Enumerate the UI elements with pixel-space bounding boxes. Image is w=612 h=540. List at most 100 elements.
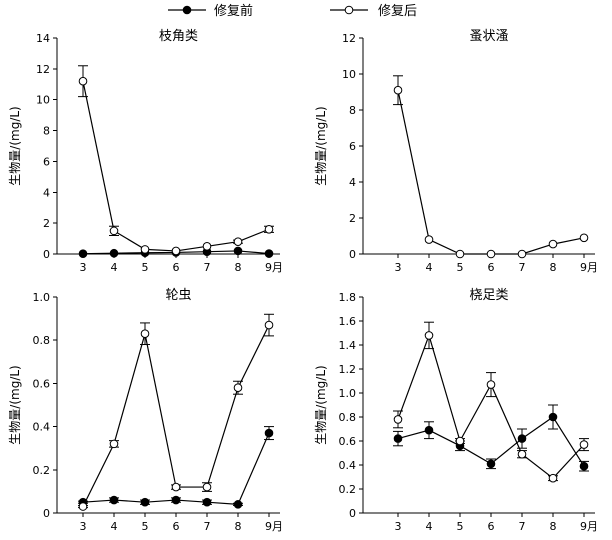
y-tick-label: 1.0 xyxy=(339,387,357,400)
data-point xyxy=(517,249,527,259)
data-point xyxy=(171,246,181,256)
y-tick-label: 0.8 xyxy=(339,411,357,424)
y-axis-label: 生物量/(mg/L) xyxy=(314,365,328,444)
data-point xyxy=(78,76,88,86)
data-point xyxy=(264,320,274,330)
data-point xyxy=(233,383,243,393)
legend-item-after: 修复后 xyxy=(330,4,417,19)
y-tick-label: 10 xyxy=(36,94,50,107)
data-point xyxy=(424,235,434,244)
y-tick-label: 10 xyxy=(342,68,356,81)
data-point xyxy=(455,436,465,446)
y-tick-label: 12 xyxy=(36,63,50,76)
y-axis-label: 生物量/(mg/L) xyxy=(314,106,328,185)
data-point xyxy=(109,248,119,258)
y-tick-label: 8 xyxy=(349,104,356,117)
x-tick-label: 8 xyxy=(235,520,242,533)
y-tick-label: 0.6 xyxy=(33,377,51,390)
x-tick-label: 8 xyxy=(550,520,557,533)
series-after xyxy=(78,313,274,511)
panel-title: 蚤状溞 xyxy=(469,29,508,44)
x-tick-label: 4 xyxy=(111,261,118,274)
y-tick-label: 12 xyxy=(342,32,356,45)
series-line xyxy=(397,90,585,255)
y-tick-label: 1.8 xyxy=(339,291,357,304)
data-point xyxy=(109,495,119,505)
x-tick-label: 7 xyxy=(519,261,526,274)
x-tick-label: 3 xyxy=(80,520,87,533)
x-tick-label: 8 xyxy=(235,261,242,274)
series-before xyxy=(393,404,589,472)
chart-panel-4: 0 0.2 0.4 0.6 0.8 1.0 1.2 1.4 1.6 1.8 3 4 5 6 7 8 9月 桡足类生… xyxy=(314,288,598,533)
x-tick-label: 5 xyxy=(457,520,464,533)
data-point xyxy=(517,434,527,443)
data-point xyxy=(579,461,589,471)
y-tick-label: 1.0 xyxy=(33,291,51,304)
x-tick-label: 4 xyxy=(426,261,433,274)
x-tick-label: 3 xyxy=(395,520,402,533)
x-tick-label: 9月 xyxy=(580,520,598,533)
series-after xyxy=(393,75,589,259)
x-tick-label: 5 xyxy=(457,261,464,274)
data-point xyxy=(109,439,119,449)
y-tick-label: 4 xyxy=(349,176,356,189)
y-tick-label: 6 xyxy=(43,155,50,168)
series-line xyxy=(82,324,270,507)
x-tick-label: 9月 xyxy=(580,261,598,274)
data-point xyxy=(202,497,212,507)
data-point xyxy=(548,412,558,422)
x-tick-label: 4 xyxy=(111,520,118,533)
y-tick-label: 4 xyxy=(43,186,50,199)
x-tick-label: 9月 xyxy=(265,261,283,274)
y-tick-label: 1.6 xyxy=(339,315,357,328)
data-point xyxy=(486,459,496,469)
x-tick-label: 6 xyxy=(173,520,180,533)
data-point xyxy=(202,482,212,492)
x-tick-label: 4 xyxy=(426,520,433,533)
y-tick-label: 14 xyxy=(36,32,50,45)
data-point xyxy=(233,246,243,256)
series-after xyxy=(393,321,589,483)
x-tick-label: 7 xyxy=(204,520,211,533)
data-point xyxy=(579,440,589,449)
series-line xyxy=(397,333,585,480)
data-point xyxy=(548,473,558,483)
data-point xyxy=(171,495,181,505)
series-line xyxy=(82,81,270,252)
data-point xyxy=(264,249,274,258)
legend-marker-before xyxy=(182,5,192,15)
x-tick-label: 7 xyxy=(204,261,211,274)
data-point xyxy=(393,415,403,424)
data-point xyxy=(264,428,274,438)
data-point xyxy=(486,249,496,259)
legend-label-after: 修复后 xyxy=(378,4,417,19)
data-point xyxy=(78,249,88,258)
panel-title: 桡足类 xyxy=(469,288,508,303)
x-tick-label: 6 xyxy=(488,520,495,533)
data-point xyxy=(393,434,403,443)
x-tick-label: 7 xyxy=(519,520,526,533)
data-point xyxy=(233,237,243,246)
data-point xyxy=(140,329,150,339)
y-tick-label: 6 xyxy=(349,140,356,153)
y-tick-label: 0 xyxy=(43,507,50,520)
y-tick-label: 0.2 xyxy=(339,483,357,496)
x-tick-label: 6 xyxy=(488,261,495,274)
y-tick-label: 0.4 xyxy=(33,421,51,434)
y-tick-label: 2 xyxy=(43,217,50,230)
data-point xyxy=(424,331,434,340)
series-after xyxy=(78,65,274,256)
data-point xyxy=(78,502,88,511)
x-tick-label: 6 xyxy=(173,261,180,274)
legend-item-before: 修复前 xyxy=(168,3,253,19)
x-tick-label: 3 xyxy=(80,261,87,274)
y-tick-label: 0.6 xyxy=(339,435,357,448)
y-tick-label: 1.2 xyxy=(339,363,357,376)
data-point xyxy=(140,497,150,507)
y-tick-label: 1.4 xyxy=(339,339,357,352)
